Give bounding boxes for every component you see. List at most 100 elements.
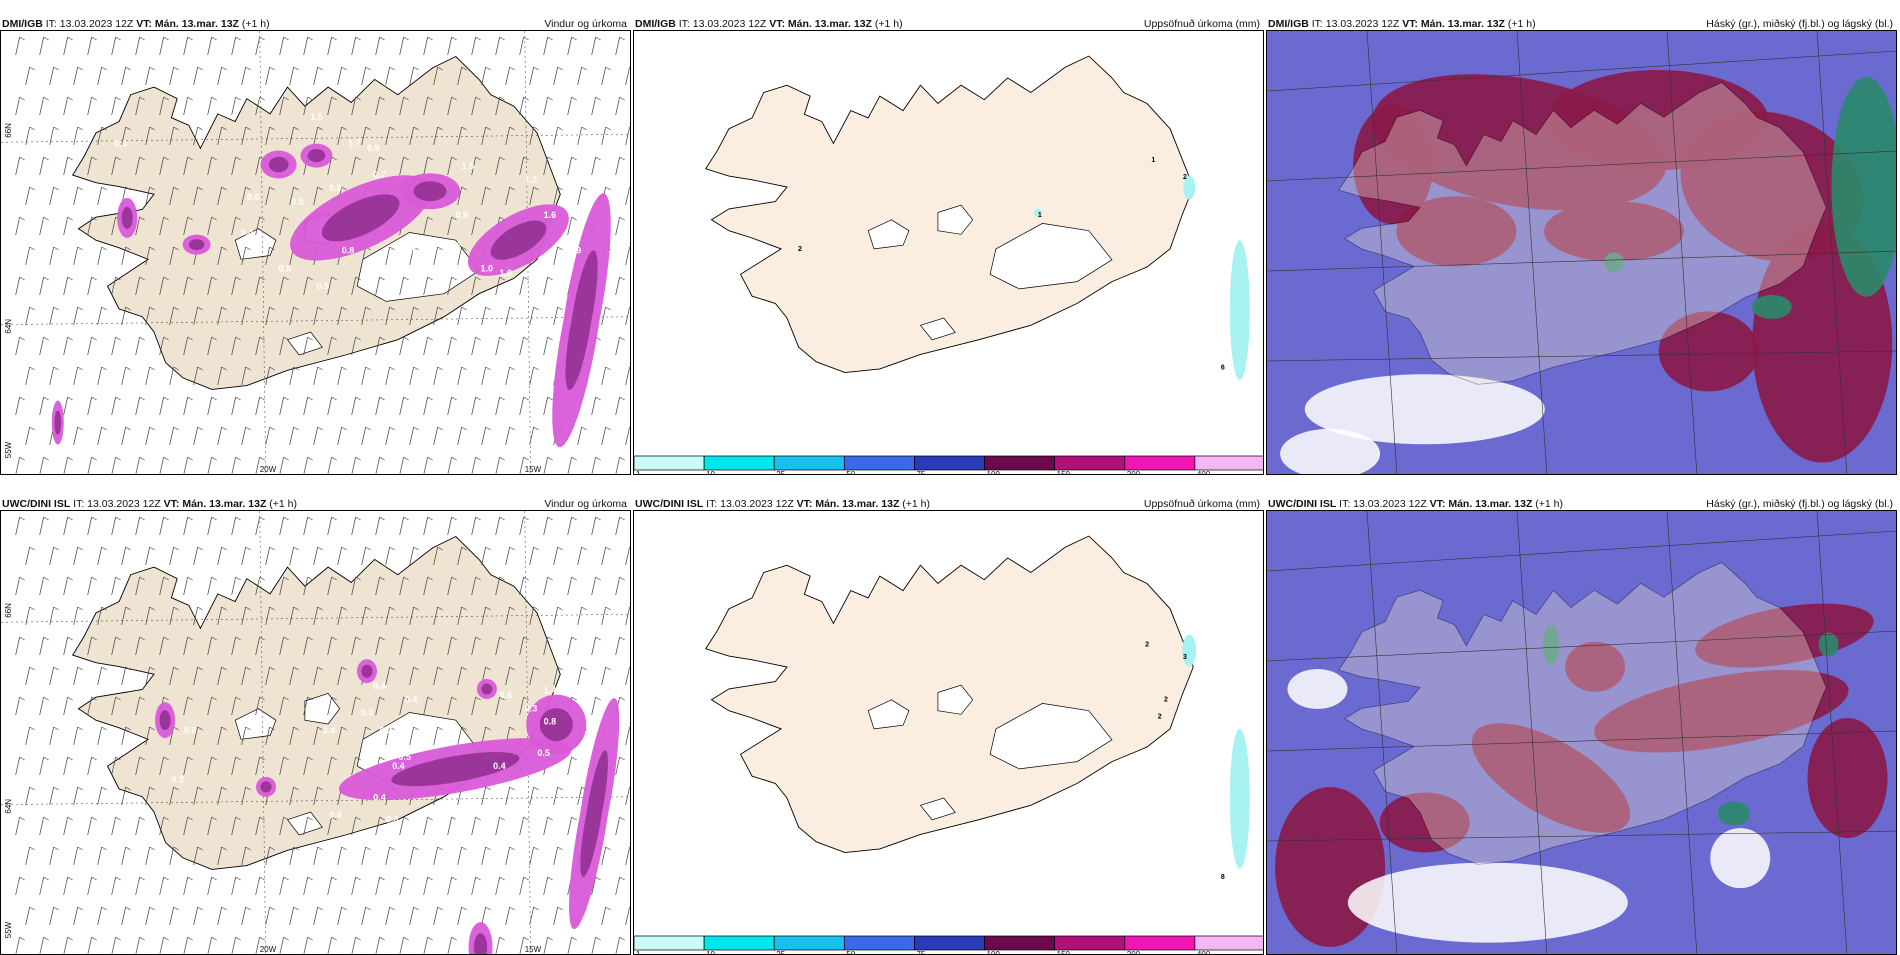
wind-barb xyxy=(135,756,145,776)
wind-barb xyxy=(409,246,419,266)
latitude-label: 55W xyxy=(4,921,13,938)
map-frame xyxy=(1266,510,1897,955)
wind-barb xyxy=(145,666,155,686)
wind-barb xyxy=(457,846,467,866)
precip-value-label: 0.5 xyxy=(279,263,292,273)
wind-barb xyxy=(471,396,481,416)
low-cloud-patch xyxy=(1604,252,1625,273)
wind-barb xyxy=(231,336,241,356)
wind-barb xyxy=(399,456,409,474)
wind-barb xyxy=(25,786,35,806)
wind-barb xyxy=(135,36,145,56)
wind-barb xyxy=(159,396,169,416)
precip-value-label: 1.0 xyxy=(499,268,512,278)
colorbar-swatch xyxy=(773,455,845,471)
wind-barb xyxy=(519,816,529,836)
wind-barb xyxy=(159,36,169,56)
wind-barb xyxy=(457,366,467,386)
wind-barb xyxy=(471,576,481,596)
wind-barb xyxy=(567,96,577,116)
wind-barb xyxy=(481,426,491,446)
wind-barb xyxy=(375,96,385,116)
wind-barb xyxy=(231,516,241,536)
wind-barb xyxy=(73,126,83,146)
wind-barb xyxy=(399,96,409,116)
wind-barb xyxy=(63,756,73,776)
glacier xyxy=(234,708,277,740)
wind-barb xyxy=(529,606,539,626)
wind-barb xyxy=(49,366,59,386)
wind-barb xyxy=(111,876,121,896)
wind-barb xyxy=(375,516,385,536)
precip-value-label: 0.4 xyxy=(373,792,386,802)
wind-barb xyxy=(73,666,83,686)
wind-barb xyxy=(529,906,539,926)
wind-barb xyxy=(553,186,563,206)
panel-header: UWC/DINI ISL IT: 13.03.2023 12Z VT: Mán.… xyxy=(1266,492,1897,518)
wind-barb xyxy=(241,306,251,326)
wind-barb xyxy=(231,636,241,656)
wind-barb xyxy=(279,516,289,536)
graticule-line xyxy=(1366,511,1398,954)
wind-barb xyxy=(481,366,491,386)
wind-barb xyxy=(385,726,395,746)
wind-barb xyxy=(505,546,515,566)
wind-barb xyxy=(351,636,361,656)
wind-barb xyxy=(121,306,131,326)
iceland-land xyxy=(1338,561,1827,865)
wind-barb xyxy=(111,276,121,296)
wind-barb xyxy=(265,366,275,386)
accum-value-label: 2 xyxy=(1145,641,1149,648)
wind-barb xyxy=(577,126,587,146)
init-time: IT: 13.03.2023 12Z xyxy=(1308,18,1403,30)
wind-barb xyxy=(303,756,313,776)
latitude-label: 55W xyxy=(4,441,13,458)
wind-barb xyxy=(111,756,121,776)
wind-barb xyxy=(495,276,505,296)
wind-barb xyxy=(87,396,97,416)
wind-barb xyxy=(433,546,443,566)
wind-barb xyxy=(73,246,83,266)
wind-barb xyxy=(375,156,385,176)
wind-barb xyxy=(495,96,505,116)
colorbar-tick: 150 xyxy=(1057,950,1071,955)
wind-barb xyxy=(183,696,193,716)
wind-barb xyxy=(73,186,83,206)
panel-title: Háský (gr.), miðský (fj.bl.) og lágský (… xyxy=(1706,18,1893,30)
wind-barb xyxy=(543,876,553,896)
wind-barb xyxy=(375,336,385,356)
wind-barb xyxy=(591,696,601,716)
wind-barb xyxy=(423,456,433,474)
wind-barb xyxy=(423,576,433,596)
precip-core xyxy=(391,752,520,787)
wind-barb xyxy=(423,336,433,356)
wind-barb xyxy=(193,306,203,326)
wind-barb xyxy=(337,666,347,686)
wind-barb xyxy=(193,666,203,686)
panel-dmiigb-precip: DMI/IGB IT: 13.03.2023 12Z VT: Mán. 13.m… xyxy=(633,12,1264,475)
wind-barb xyxy=(183,636,193,656)
wind-barb xyxy=(601,426,611,446)
wind-barb xyxy=(385,66,395,86)
wind-barb xyxy=(145,846,155,866)
wind-barb xyxy=(409,906,419,926)
wind-barb xyxy=(447,336,457,356)
wind-barb xyxy=(495,696,505,716)
wind-barb xyxy=(265,306,275,326)
wind-barb xyxy=(207,276,217,296)
wind-barb xyxy=(183,36,193,56)
wind-barb xyxy=(279,876,289,896)
wind-barb xyxy=(351,456,361,474)
mid-cloud-patch xyxy=(1594,669,1849,753)
wind-barb xyxy=(495,36,505,56)
wind-barb xyxy=(313,546,323,566)
precip-value-label: 1.0 xyxy=(399,268,412,278)
wind-barb xyxy=(63,36,73,56)
map-canvas: 0.40.40.30.30.40.60.8 0.40.40.50.4 0.60.60… xyxy=(1,511,630,954)
wind-barb xyxy=(111,456,121,474)
wind-barb xyxy=(39,36,49,56)
wind-barb xyxy=(567,156,577,176)
wind-barb xyxy=(423,816,433,836)
panel-run-info: UWC/DINI ISL IT: 13.03.2023 12Z VT: Mán.… xyxy=(1268,498,1563,510)
wind-barb xyxy=(529,426,539,446)
